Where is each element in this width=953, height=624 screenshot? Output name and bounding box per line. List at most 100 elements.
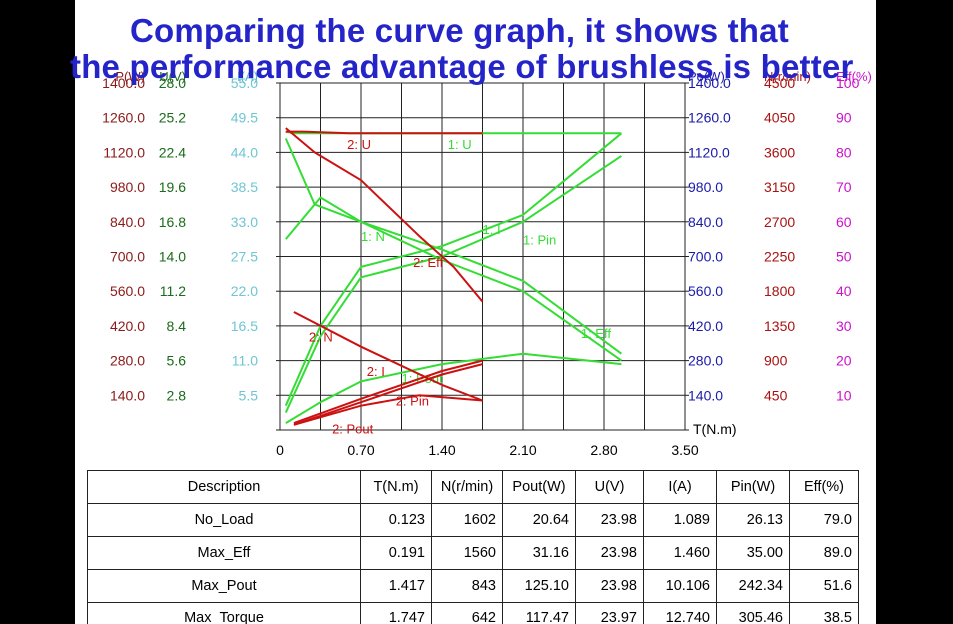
series-label: 2: U <box>347 137 371 152</box>
series-label: 2: N <box>309 330 333 345</box>
title-line-1: Comparing the curve graph, it shows that <box>130 12 789 49</box>
right-tick-label: 70 <box>836 179 852 195</box>
table-cell: 23.97 <box>575 602 644 624</box>
x-tick-label: 3.50 <box>671 442 698 458</box>
left-tick-label: 16.8 <box>159 214 186 230</box>
series-2-u: 2: U <box>285 130 483 152</box>
col-header-voltage: U(V) <box>575 470 644 504</box>
right-tick-label: 900 <box>764 353 788 369</box>
series-1-pin: 1: Pin <box>284 155 622 414</box>
row-description: Max_Torque <box>87 602 361 624</box>
col-header-speed: N(r/min) <box>431 470 503 504</box>
series-2-pin: 2: Pin <box>293 363 483 426</box>
right-axis-title: Eff(%) <box>836 69 872 84</box>
table-cell: 0.123 <box>360 503 432 537</box>
right-tick-label: 50 <box>836 249 852 265</box>
col-header-pin: Pin(W) <box>716 470 790 504</box>
right-axis-title: Po(W) <box>688 69 725 84</box>
right-tick-label: 2700 <box>764 214 795 230</box>
table-cell: 0.191 <box>360 536 432 570</box>
series-2-n: 2: N <box>293 311 483 402</box>
table-cell: 1560 <box>431 536 503 570</box>
right-tick-label: 980.0 <box>688 179 723 195</box>
col-header-description: Description <box>87 470 361 504</box>
right-tick-label: 80 <box>836 144 852 160</box>
right-tick-label: 280.0 <box>688 353 723 369</box>
left-tick-label: 22.0 <box>231 283 258 299</box>
table-cell: 1.417 <box>360 569 432 603</box>
table-header-row: Description T(N.m) N(r/min) Pout(W) U(V)… <box>87 470 859 504</box>
left-tick-label: 2.8 <box>167 387 187 403</box>
left-tick-label: 11.0 <box>232 353 258 369</box>
right-tick-label: 420.0 <box>688 318 723 334</box>
left-tick-label: 140.0 <box>110 387 145 403</box>
table-cell: 242.34 <box>716 569 790 603</box>
right-tick-label: 840.0 <box>688 214 723 230</box>
left-tick-label: 420.0 <box>110 318 145 334</box>
series-line <box>293 311 483 402</box>
table-cell: 20.64 <box>502 503 576 537</box>
right-tick-label: 10 <box>836 387 852 403</box>
right-tick-label: 2250 <box>764 249 795 265</box>
chart-grid <box>276 82 689 431</box>
left-tick-label: 19.6 <box>159 179 186 195</box>
table-cell: 125.10 <box>502 569 576 603</box>
series-line <box>293 394 483 426</box>
x-tick-label: 2.80 <box>590 442 617 458</box>
title-line-2: the performance advantage of brushless i… <box>70 48 854 85</box>
x-tick-label: 0 <box>276 442 284 458</box>
table-row: Max_Torque 1.747 642 117.47 23.97 12.740 305.4… <box>87 602 859 624</box>
col-header-eff: Eff(%) <box>789 470 859 504</box>
left-tick-label: 44.0 <box>231 144 258 160</box>
table-cell: 117.47 <box>502 602 576 624</box>
left-tick-label: 5.5 <box>239 387 259 403</box>
right-tick-label: 1800 <box>764 283 795 299</box>
right-tick-label: 4500 <box>764 75 795 91</box>
left-axis-title: I(A) <box>237 69 258 84</box>
left-axis-2: U(V)28.0 25.2 22.4 19.6 16.8 14.0 11.2 8.4 5.6 2.… <box>159 69 186 403</box>
right-axis-title: N(r/min) <box>764 69 811 84</box>
series-1-i: 1: I <box>284 132 623 407</box>
series-1-n: 1: N <box>284 138 622 355</box>
row-description: Max_Eff <box>87 536 361 570</box>
series-line <box>285 130 483 135</box>
series-label: 1: U <box>448 137 472 152</box>
table-cell: 12.740 <box>643 602 717 624</box>
right-tick-label: 20 <box>836 353 852 369</box>
series-label: 1: Pin <box>523 232 556 247</box>
right-tick-label: 30 <box>836 318 852 334</box>
x-axis-title: T(N.m) <box>693 421 737 437</box>
left-axis-3: I(A)55.0 49.5 44.0 38.5 33.0 27.5 22.0 16.5 11.0… <box>231 69 258 403</box>
right-tick-label: 140.0 <box>688 387 723 403</box>
table-cell: 305.46 <box>716 602 790 624</box>
series-label: 2: Pout <box>332 421 374 436</box>
series-line <box>293 363 483 426</box>
x-tick-label: 1.40 <box>428 442 455 458</box>
left-axis-1: P(W)1400.0 1260.0 1120.0 980.0 840.0 700.0 560… <box>102 69 145 403</box>
series-label: 2: Eff <box>413 255 444 270</box>
series-line <box>285 127 484 303</box>
left-tick-label: 33.0 <box>231 214 258 230</box>
table-row: Max_Pout 1.417 843 125.10 23.98 10.106 242.34 5… <box>87 569 859 603</box>
table-cell: 23.98 <box>575 536 644 570</box>
right-tick-label: 3600 <box>764 144 795 160</box>
left-tick-label: 980.0 <box>110 179 145 195</box>
series-1-u: 1: U <box>285 130 622 152</box>
performance-chart: P(W)1400.01260.01120.0980.0840.0700.0560… <box>102 69 872 458</box>
left-tick-label: 49.5 <box>231 110 258 126</box>
slide-title: Comparing the curve graph, it shows that… <box>0 0 953 90</box>
series-2-i: 2: I <box>293 359 483 425</box>
left-axis-title: P(W) <box>115 69 145 84</box>
left-axis-title: U(V) <box>159 69 186 84</box>
x-axis: 0 0.70 1.40 2.10 2.80 3.50 T(N.m) <box>276 421 736 458</box>
left-tick-label: 5.6 <box>167 353 187 369</box>
table-cell: 26.13 <box>716 503 790 537</box>
table-cell: 38.5 <box>789 602 859 624</box>
table-cell: 51.6 <box>789 569 859 603</box>
left-tick-label: 8.4 <box>167 318 187 334</box>
table-cell: 1.747 <box>360 602 432 624</box>
right-tick-label: 100 <box>836 75 860 91</box>
right-tick-label: 90 <box>836 110 852 126</box>
right-tick-label: 450 <box>764 387 788 403</box>
left-tick-label: 840.0 <box>110 214 145 230</box>
